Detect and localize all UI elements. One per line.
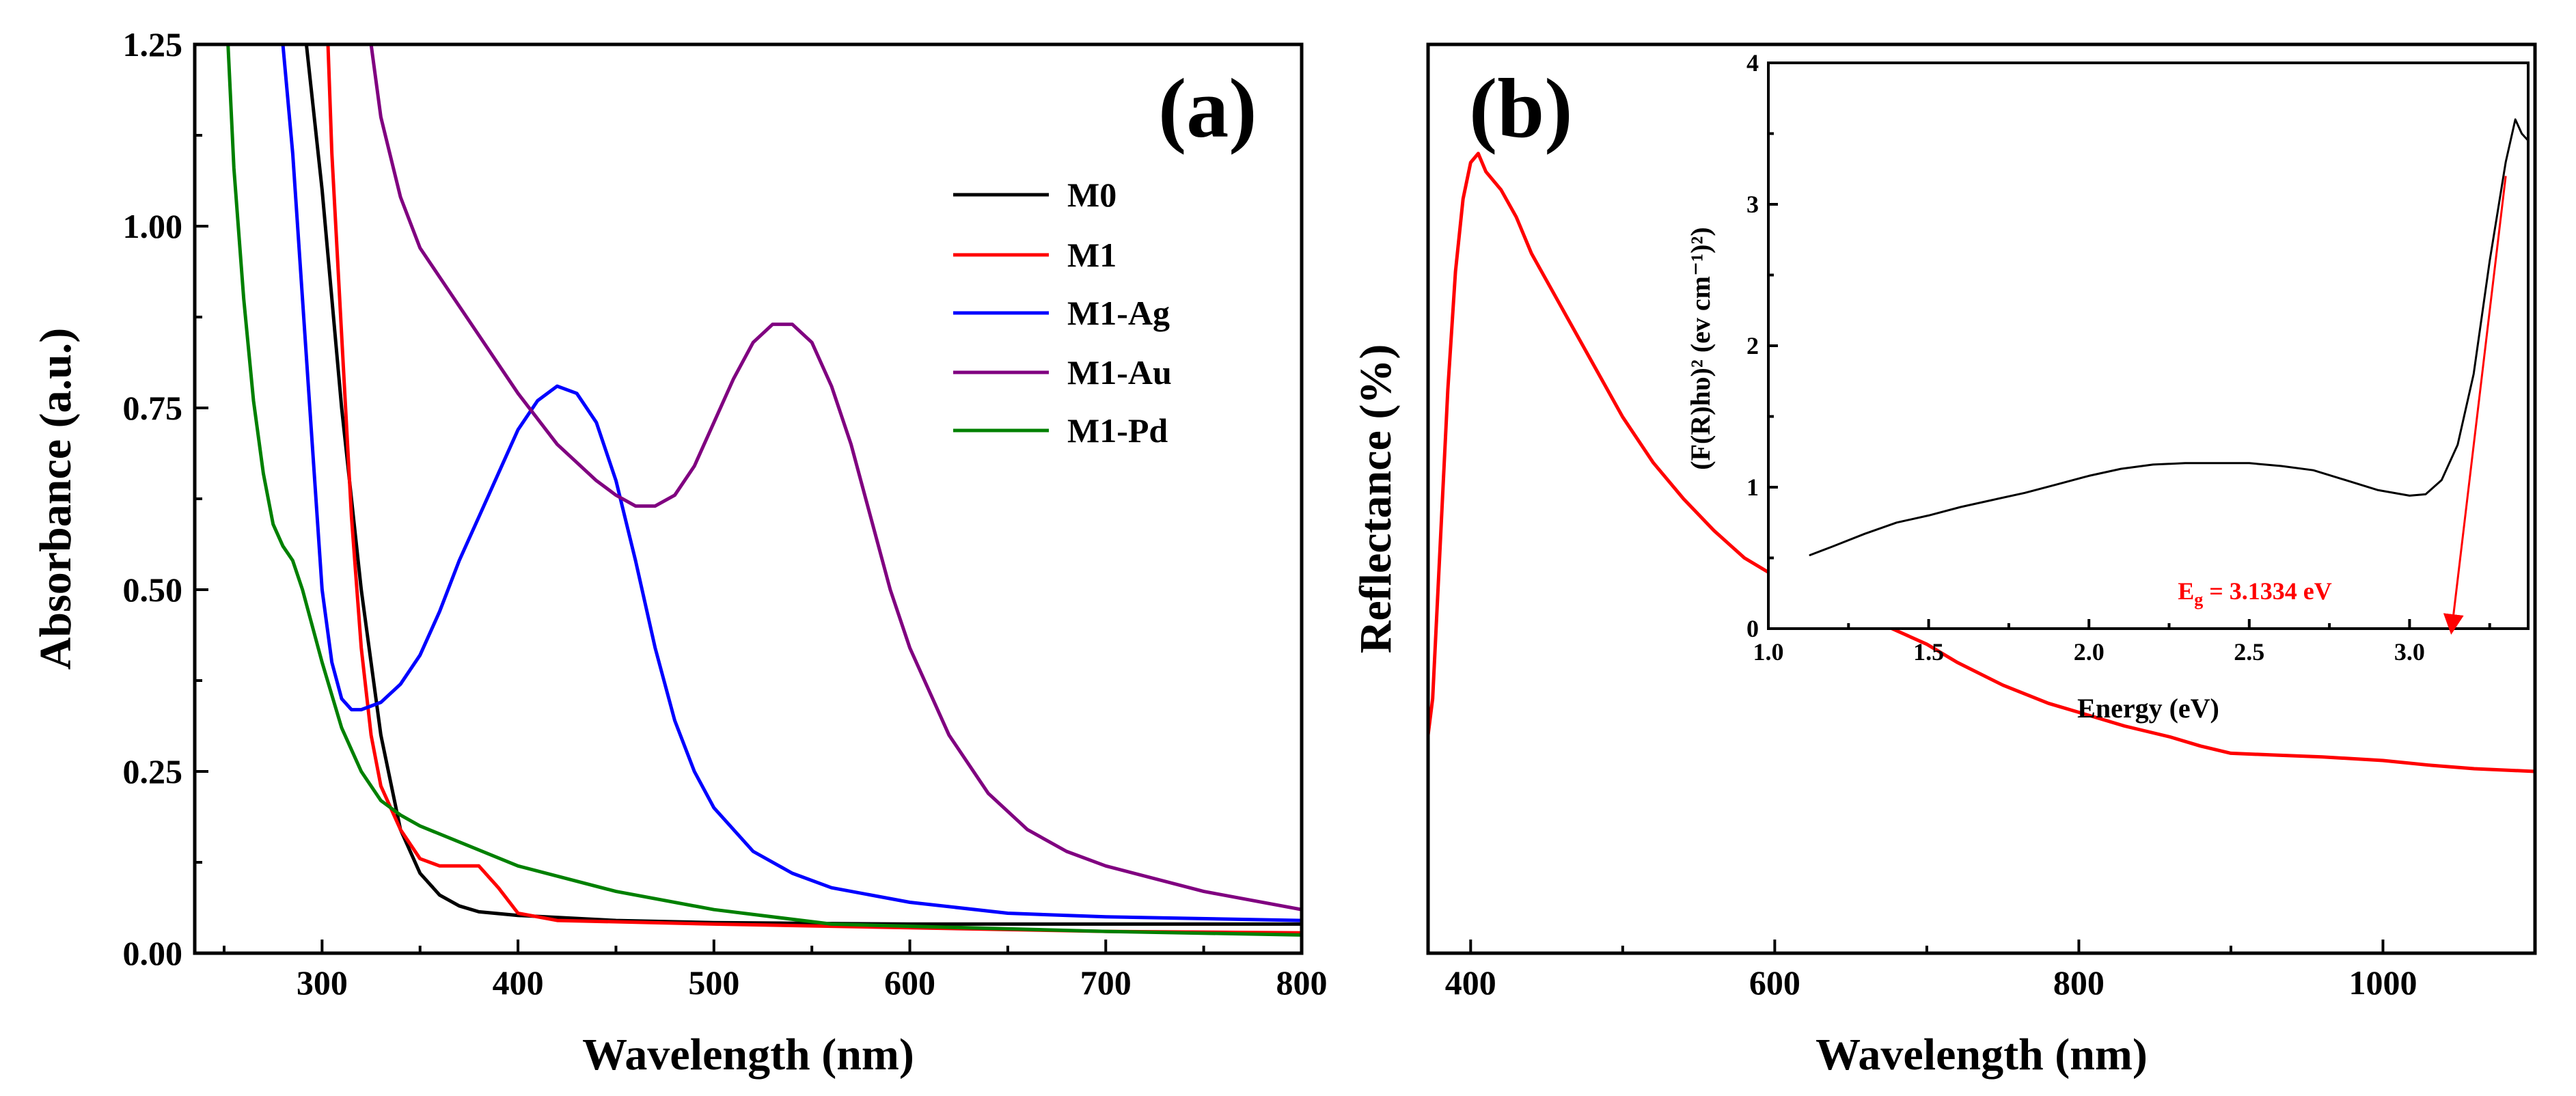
inset-y-axis-title: (F(R)hυ)² (ev cm⁻¹)²) bbox=[1685, 227, 1716, 470]
panel-b-label: (b) bbox=[1469, 61, 1573, 155]
panel-b-x-tick-label: 600 bbox=[1749, 963, 1800, 1002]
inset-y-tick-label: 3 bbox=[1746, 191, 1759, 218]
inset-x-tick-label: 3.0 bbox=[2394, 638, 2425, 666]
panel-a-y-tick-label: 0.25 bbox=[123, 752, 183, 791]
annotation-subscript: g bbox=[2194, 590, 2203, 609]
inset-x-tick-label: 2.0 bbox=[2074, 638, 2105, 666]
panel-a-series-m1-ag bbox=[283, 44, 1302, 920]
panel-a-x-tick-label: 800 bbox=[1276, 963, 1328, 1002]
panel-a-x-tick-label: 500 bbox=[688, 963, 739, 1002]
panel-a-label: (a) bbox=[1158, 61, 1257, 155]
panel-a-x-axis-title: Wavelength (nm) bbox=[582, 1030, 914, 1080]
panel-a: (a) 300 400 500 600 700 800 0.00 0.25 0.50 0.75 1.… bbox=[31, 25, 1328, 1080]
panel-a-x-tick-label: 300 bbox=[297, 963, 348, 1002]
panel-b-x-axis-title: Wavelength (nm) bbox=[1815, 1030, 2148, 1080]
panel-a-y-tick-label: 0.00 bbox=[123, 934, 183, 972]
panel-a-x-tick-label: 400 bbox=[493, 963, 544, 1002]
panel-b-y-axis-title: Reflectance (%) bbox=[1351, 344, 1401, 654]
legend-label-m1-pd: M1-Pd bbox=[1067, 411, 1168, 450]
legend-label-m0: M0 bbox=[1067, 176, 1116, 214]
panel-a-series-m0 bbox=[306, 44, 1302, 924]
panel-a-series-group bbox=[228, 44, 1302, 935]
annotation-symbol: E bbox=[2178, 577, 2194, 605]
inset-chart: 1.0 1.5 2.0 2.5 3.0 0 1 2 3 4 Energy (eV) (F(R)hυ… bbox=[1685, 49, 2528, 724]
inset-y-tick-label: 2 bbox=[1746, 332, 1759, 359]
panel-a-series-m1 bbox=[328, 44, 1302, 933]
panel-a-y-axis-title: Absorbance (a.u.) bbox=[31, 328, 81, 670]
panel-a-legend: M0 M1 M1-Ag M1-Au M1-Pd bbox=[953, 176, 1172, 450]
panel-a-ticks: 300 400 500 600 700 800 0.00 0.25 0.50 0.75 1.00 1.… bbox=[123, 25, 1328, 1002]
inset-x-tick-label: 2.5 bbox=[2234, 638, 2264, 666]
inset-y-tick-label: 1 bbox=[1746, 474, 1759, 501]
panel-b-x-tick-label: 1000 bbox=[2348, 963, 2417, 1002]
inset-x-tick-label: 1.0 bbox=[1753, 638, 1784, 666]
figure: (a) 300 400 500 600 700 800 0.00 0.25 0.50 0.75 1.… bbox=[0, 0, 2576, 1096]
panel-b-x-tick-label: 400 bbox=[1445, 963, 1496, 1002]
inset-x-tick-label: 1.5 bbox=[1913, 638, 1944, 666]
inset-x-axis-title: Energy (eV) bbox=[2077, 693, 2219, 724]
panel-b-x-tick-label: 800 bbox=[2053, 963, 2105, 1002]
panel-a-frame bbox=[195, 44, 1302, 953]
panel-b: 400 600 800 1000 (b) Wavelength (nm) Reflec… bbox=[1351, 44, 2535, 1080]
panel-a-x-tick-label: 600 bbox=[884, 963, 935, 1002]
inset-y-tick-label: 4 bbox=[1746, 49, 1759, 77]
legend-label-m1-ag: M1-Ag bbox=[1067, 294, 1170, 332]
panel-b-ticks: 400 600 800 1000 bbox=[1445, 940, 2535, 1002]
panel-a-series-m1-au bbox=[371, 44, 1302, 909]
legend-label-m1: M1 bbox=[1067, 236, 1116, 274]
panel-a-y-tick-label: 1.00 bbox=[123, 207, 183, 245]
panel-a-y-tick-label: 1.25 bbox=[123, 25, 183, 64]
panel-a-y-tick-label: 0.75 bbox=[123, 389, 183, 427]
inset-y-tick-label: 0 bbox=[1746, 615, 1759, 642]
annotation-value: = 3.1334 eV bbox=[2203, 577, 2332, 605]
panel-a-y-tick-label: 0.50 bbox=[123, 571, 183, 609]
legend-label-m1-au: M1-Au bbox=[1067, 353, 1172, 392]
panel-a-x-tick-label: 700 bbox=[1080, 963, 1132, 1002]
inset-background bbox=[1768, 63, 2528, 629]
